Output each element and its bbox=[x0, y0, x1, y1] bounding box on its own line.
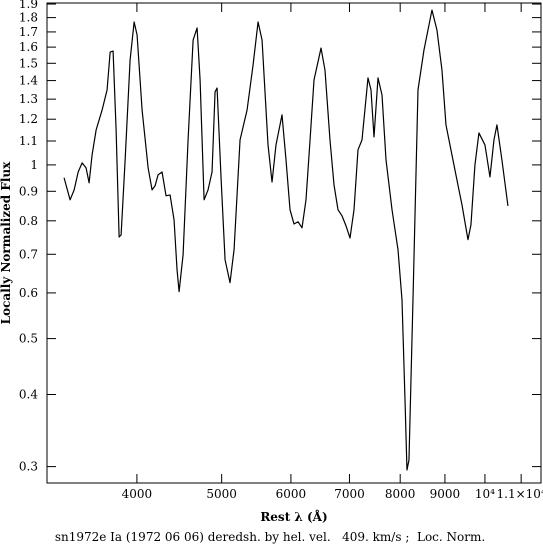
y-tick-label: 0.5 bbox=[19, 332, 38, 346]
caption: sn1972e Ia (1972 06 06) deredsh. by hel.… bbox=[55, 530, 485, 544]
y-tick-label: 0.8 bbox=[19, 214, 38, 228]
y-tick-label: 1.1 bbox=[19, 134, 38, 148]
x-tick-label: 9000 bbox=[430, 487, 461, 501]
y-tick-label: 0.6 bbox=[19, 286, 38, 300]
x-tick-label: 5000 bbox=[206, 487, 237, 501]
x-tick-label: 8000 bbox=[385, 487, 416, 501]
y-tick-label: 0.9 bbox=[19, 184, 38, 198]
y-tick-label: 1.5 bbox=[19, 56, 38, 70]
y-tick-label: 1.9 bbox=[19, 0, 38, 11]
x-tick-label: 6000 bbox=[276, 487, 307, 501]
y-tick-label: 1.7 bbox=[19, 25, 38, 39]
x-tick-label: 1.1×10⁴ bbox=[497, 487, 543, 501]
y-tick-label: 1.2 bbox=[19, 112, 38, 126]
y-tick-label: 0.4 bbox=[19, 388, 38, 402]
x-tick-label: 10⁴ bbox=[475, 487, 495, 501]
y-axis-label: Locally Normalized Flux bbox=[0, 161, 13, 324]
x-tick-label: 4000 bbox=[122, 487, 153, 501]
y-tick-label: 0.7 bbox=[19, 247, 38, 261]
y-tick-label: 1.4 bbox=[19, 74, 38, 88]
y-tick-label: 0.3 bbox=[19, 460, 38, 474]
y-tick-label: 1.6 bbox=[19, 40, 38, 54]
plot-frame bbox=[46, 2, 542, 484]
y-tick-label: 1.8 bbox=[19, 11, 38, 25]
x-axis-label: Rest λ (Å) bbox=[260, 509, 327, 524]
y-tick-label: 1.3 bbox=[19, 92, 38, 106]
x-tick-label: 7000 bbox=[334, 487, 365, 501]
spectrum-line bbox=[63, 9, 509, 471]
y-tick-label: 1 bbox=[30, 158, 38, 172]
